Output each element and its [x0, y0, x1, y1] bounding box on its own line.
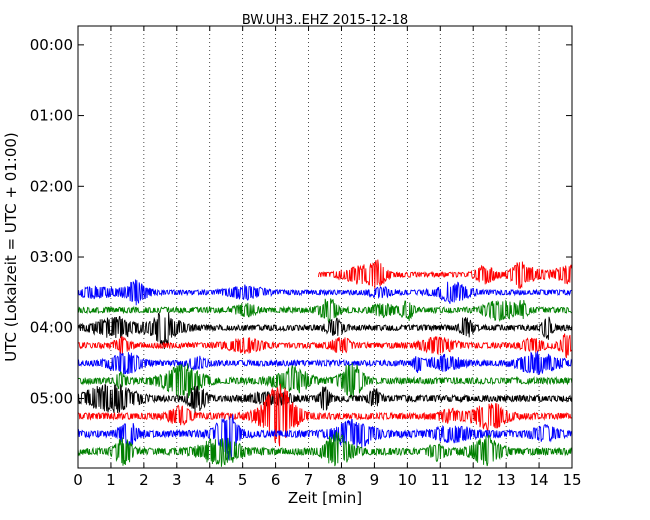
seismic-trace — [77, 279, 573, 306]
seismic-trace — [77, 312, 573, 350]
seismic-trace — [77, 414, 573, 461]
chart-title: BW.UH3..EHZ 2015-12-18 — [242, 13, 408, 28]
x-tick-label: 5 — [238, 471, 248, 489]
x-tick-label: 13 — [497, 471, 516, 489]
x-tick-label: 9 — [370, 471, 380, 489]
plot-frame — [77, 25, 573, 469]
seismic-trace — [77, 431, 572, 467]
y-tick-label: 01:00 — [30, 107, 73, 125]
trace-layer — [77, 259, 573, 467]
x-tick-label: 1 — [106, 471, 116, 489]
y-tick-label: 02:00 — [30, 177, 73, 195]
seismic-trace — [77, 383, 573, 447]
y-tick-label: 04:00 — [30, 319, 73, 337]
x-tick-label: 4 — [205, 471, 215, 489]
x-tick-label: 3 — [172, 471, 182, 489]
x-tick-label: 6 — [271, 471, 281, 489]
seismic-trace — [77, 298, 572, 324]
axis-ticks: 0 1 2 3 4 5 6 7 8 9 10 11 12 13 14 1500:0001:0002:0003:… — [30, 26, 582, 489]
x-tick-label: 10 — [398, 471, 417, 489]
y-axis-label: UTC (Lokalzeit = UTC + 01:00) — [2, 132, 20, 362]
x-tick-label: 7 — [304, 471, 314, 489]
x-tick-label: 0 — [73, 471, 83, 489]
seismic-trace — [317, 259, 573, 290]
x-tick-label: 11 — [431, 471, 450, 489]
x-tick-label: 14 — [530, 471, 549, 489]
x-tick-label: 2 — [139, 471, 149, 489]
y-tick-label: 00:00 — [30, 36, 73, 54]
x-tick-label: 15 — [562, 471, 581, 489]
seismic-trace — [77, 351, 573, 375]
x-axis-label: Zeit [min] — [288, 489, 362, 507]
y-tick-label: 03:00 — [30, 248, 73, 266]
x-tick-label: 12 — [464, 471, 483, 489]
seismic-trace — [77, 383, 573, 414]
x-tick-label: 8 — [337, 471, 347, 489]
y-tick-label: 05:00 — [30, 389, 73, 407]
seismic-trace — [77, 333, 572, 359]
seismic-trace — [77, 362, 573, 400]
